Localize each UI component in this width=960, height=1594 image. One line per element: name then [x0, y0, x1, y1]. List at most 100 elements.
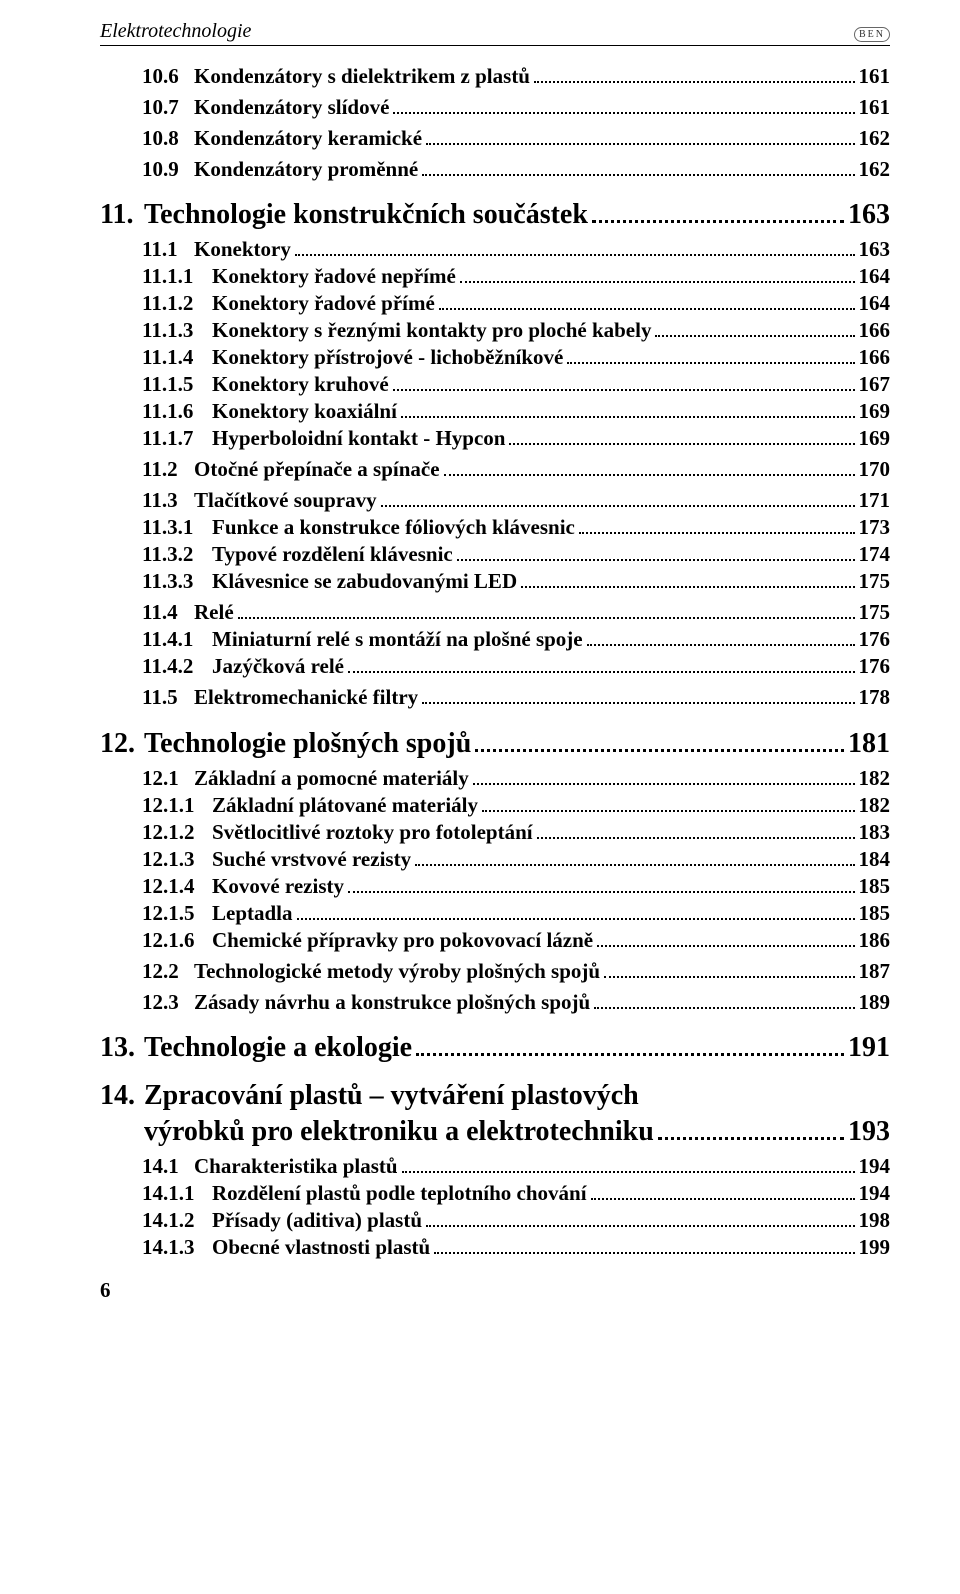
toc-page: 185: [859, 874, 891, 899]
toc-page: 161: [859, 64, 891, 89]
toc-section: 10.6Kondenzátory s dielektrikem z plastů…: [142, 64, 890, 89]
toc-number: 11.4.2: [142, 654, 212, 679]
toc-chapter: 13.Technologie a ekologie 191: [100, 1031, 890, 1064]
toc-subsection: 14.1.3Obecné vlastnosti plastů199: [142, 1235, 890, 1260]
toc-title: Konektory přístrojové - lichoběžníkové: [212, 345, 563, 369]
toc-leader-dots: [591, 1181, 855, 1200]
toc-page: 173: [859, 515, 891, 540]
toc-leader-dots: [297, 901, 855, 920]
toc-title: Technologie plošných spojů: [144, 728, 471, 759]
table-of-contents: 10.6Kondenzátory s dielektrikem z plastů…: [100, 64, 890, 1260]
toc-subsection: 12.1.5Leptadla185: [142, 901, 890, 926]
header-title: Elektrotechnologie: [100, 20, 251, 43]
toc-section: 11.2Otočné přepínače a spínače170: [142, 457, 890, 482]
toc-number: 12.1.6: [142, 928, 212, 953]
toc-number: 14.1: [142, 1154, 194, 1179]
toc-title: Kondenzátory slídové: [194, 95, 389, 119]
toc-title: Technologie a ekologie: [144, 1032, 412, 1063]
toc-page: 163: [859, 237, 891, 262]
toc-number: 10.9: [142, 157, 194, 182]
toc-subsection: 11.1.2Konektory řadové přímé164: [142, 291, 890, 316]
toc-subsection: 14.1.1Rozdělení plastů podle teplotního …: [142, 1181, 890, 1206]
toc-number: 11.3.3: [142, 569, 212, 594]
toc-section: 11.4Relé175: [142, 600, 890, 625]
toc-number: 11.1.2: [142, 291, 212, 316]
toc-number-spacer: [100, 1116, 144, 1148]
toc-title: Chemické přípravky pro pokovovací lázně: [212, 928, 593, 952]
toc-page: 184: [859, 847, 891, 872]
toc-title: Obecné vlastnosti plastů: [212, 1235, 430, 1259]
toc-title: Konektory koaxiální: [212, 399, 397, 423]
toc-title: Konektory: [194, 237, 291, 261]
toc-page: 174: [859, 542, 891, 567]
toc-number: 13.: [100, 1032, 144, 1064]
toc-title: Otočné přepínače a spínače: [194, 457, 440, 481]
toc-leader-dots: [422, 157, 854, 176]
toc-number: 12.1.4: [142, 874, 212, 899]
toc-page: 163: [848, 199, 890, 231]
toc-title: Konektory kruhové: [212, 372, 389, 396]
toc-page: 162: [859, 126, 891, 151]
toc-leader-dots: [473, 766, 855, 785]
page-header: Elektrotechnologie BEN: [100, 20, 890, 46]
toc-title: Funkce a konstrukce fóliových klávesnic: [212, 515, 575, 539]
toc-title: Konektory řadové přímé: [212, 291, 435, 315]
toc-page: 170: [859, 457, 891, 482]
toc-page: 191: [848, 1032, 890, 1064]
toc-title: výrobků pro elektroniku a elektrotechnik…: [144, 1116, 654, 1148]
toc-number: 10.7: [142, 95, 194, 120]
toc-chapter: 11.Technologie konstrukčních součástek16…: [100, 198, 890, 231]
toc-leader-dots: [509, 427, 854, 446]
toc-title: Leptadla: [212, 901, 293, 925]
toc-leader-dots: [426, 126, 854, 145]
toc-subsection: 11.4.1Miniaturní relé s montáží na plošn…: [142, 627, 890, 652]
toc-leader-dots: [238, 601, 855, 620]
toc-number: 12.1.5: [142, 901, 212, 926]
toc-title: Relé: [194, 600, 234, 624]
toc-page: 194: [859, 1181, 891, 1206]
toc-number: 12.1.2: [142, 820, 212, 845]
toc-number: 11.1.1: [142, 264, 212, 289]
toc-leader-dots: [348, 655, 855, 674]
toc-number: 14.1.2: [142, 1208, 212, 1233]
toc-leader-dots: [444, 458, 855, 477]
toc-leader-dots: [460, 265, 855, 284]
toc-page: 169: [859, 426, 891, 451]
toc-leader-dots: [415, 847, 854, 866]
toc-page: 194: [859, 1154, 891, 1179]
toc-subsection: 12.1.6Chemické přípravky pro pokovovací …: [142, 928, 890, 953]
toc-title: Přísady (aditiva) plastů: [212, 1208, 422, 1232]
page-number: 6: [100, 1278, 890, 1303]
toc-title: Kondenzátory proměnné: [194, 157, 418, 181]
toc-section: 12.2Technologické metody výroby plošných…: [142, 959, 890, 984]
toc-title: Kondenzátory keramické: [194, 126, 422, 150]
toc-title: Hyperboloidní kontakt - Hypcon: [212, 426, 505, 450]
toc-section: 12.1Základní a pomocné materiály182: [142, 766, 890, 791]
toc-page: 183: [859, 820, 891, 845]
toc-number: 11.5: [142, 685, 194, 710]
toc-number: 11.1.5: [142, 372, 212, 397]
toc-title: Základní plátované materiály: [212, 793, 478, 817]
toc-title: Technologické metody výroby plošných spo…: [194, 959, 600, 983]
toc-leader-dots: [658, 1114, 844, 1139]
toc-leader-dots: [295, 238, 855, 257]
toc-leader-dots: [381, 489, 855, 508]
toc-title: Tlačítkové soupravy: [194, 488, 377, 512]
toc-subsection: 11.1.6Konektory koaxiální169: [142, 399, 890, 424]
toc-title: Světlocitlivé roztoky pro fotoleptání: [212, 820, 533, 844]
toc-number: 10.8: [142, 126, 194, 151]
toc-leader-dots: [401, 400, 855, 419]
toc-page: 162: [859, 157, 891, 182]
toc-section: 10.8Kondenzátory keramické 162: [142, 126, 890, 151]
toc-title: Charakteristika plastů: [194, 1154, 398, 1178]
toc-page: 164: [859, 264, 891, 289]
toc-page: 161: [859, 95, 891, 120]
toc-leader-dots: [537, 820, 855, 839]
toc-number: 11.1.3: [142, 318, 212, 343]
toc-subsection: 11.1.3Konektory s řeznými kontakty pro p…: [142, 318, 890, 343]
publisher-logo: BEN: [854, 27, 890, 42]
toc-title: Konektory řadové nepřímé: [212, 264, 456, 288]
toc-leader-dots: [521, 570, 854, 589]
toc-title: Kovové rezisty: [212, 874, 344, 898]
toc-subsection: 12.1.2Světlocitlivé roztoky pro fotolept…: [142, 820, 890, 845]
